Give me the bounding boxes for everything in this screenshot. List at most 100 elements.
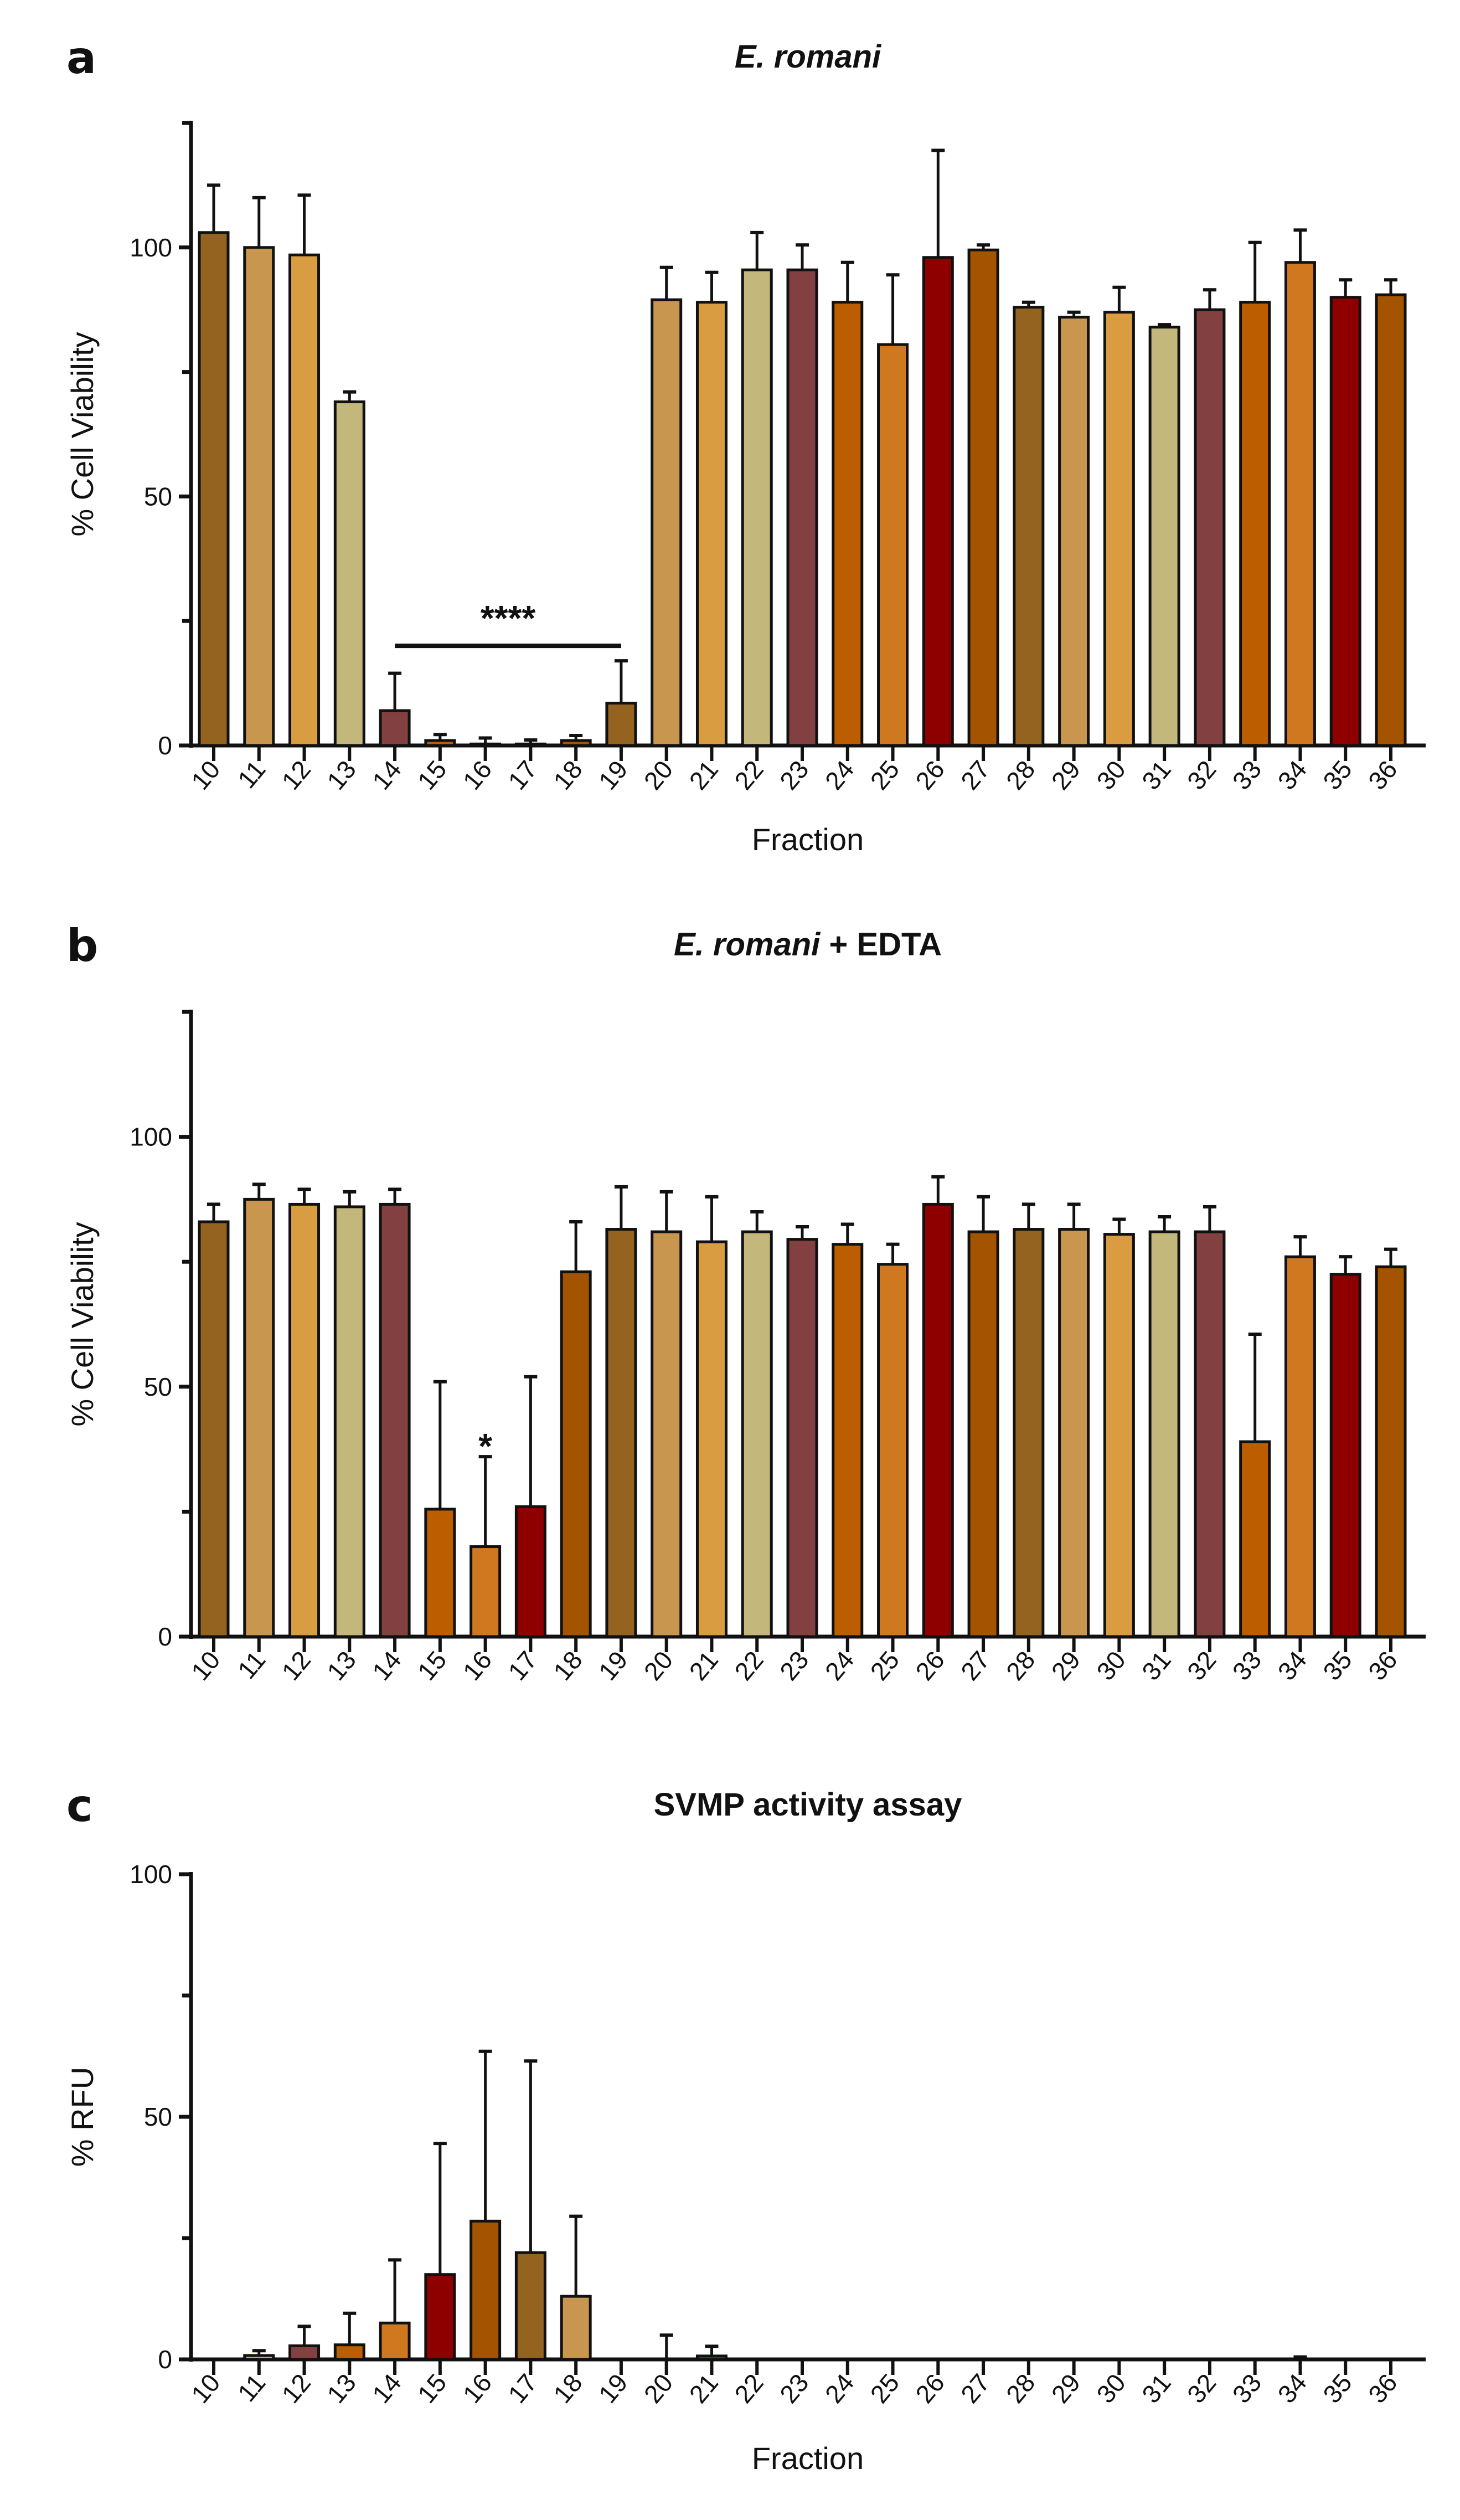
- x-tick-label: 18: [548, 755, 588, 795]
- bar-14: [379, 2321, 411, 2361]
- bar-31: [1148, 1230, 1180, 1638]
- x-tick-label: 10: [185, 755, 226, 795]
- x-tick-label: 11: [232, 1645, 271, 1684]
- x-tick-label: 14: [367, 2368, 407, 2409]
- bar-15: [424, 2273, 456, 2361]
- x-tick-label: 19: [593, 2368, 633, 2409]
- x-tick-label: 31: [1136, 2368, 1177, 2409]
- x-tick-label: 15: [412, 755, 452, 795]
- bar-18: [560, 2295, 592, 2361]
- bar-30: [1103, 311, 1135, 747]
- x-tick-label: 17: [502, 2368, 543, 2409]
- title-part: + EDTA: [820, 927, 942, 963]
- bar-17: [514, 1505, 546, 1638]
- bar-14: [379, 709, 411, 747]
- y-tick-label: 0: [158, 1622, 172, 1651]
- x-tick-label: 17: [502, 1645, 543, 1686]
- bar-21: [695, 2354, 728, 2361]
- x-tick-label: 24: [819, 755, 860, 795]
- x-tick-label: 34: [1272, 1645, 1312, 1686]
- x-tick-label: 13: [321, 2368, 362, 2409]
- panel-b: b E. romani + EDTA % Cell Viability 0 50 100 1…: [65, 920, 1426, 1686]
- bar-11: [243, 1197, 275, 1638]
- x-tick-label: 26: [910, 1645, 950, 1686]
- x-tick-label: 36: [1363, 755, 1403, 795]
- bar-29: [1058, 316, 1090, 747]
- bar-21: [695, 1240, 728, 1638]
- x-tick-label: 11: [232, 755, 271, 794]
- bar-34: [1284, 261, 1316, 747]
- bar-30: [1103, 1233, 1135, 1638]
- x-tick-label: 27: [955, 2368, 995, 2409]
- y-axis-label: % Cell Viability: [65, 1222, 100, 1426]
- bar-21: [695, 301, 728, 747]
- x-tick-label: 31: [1136, 755, 1177, 795]
- x-tick-label: 13: [321, 755, 362, 795]
- x-tick-label: 22: [729, 1645, 769, 1686]
- bar-13: [333, 1205, 365, 1638]
- title-part: SVMP activity assay: [654, 1787, 962, 1823]
- x-tick-label: 16: [457, 2368, 498, 2409]
- x-tick-label: 30: [1091, 2368, 1131, 2409]
- bar-31: [1148, 326, 1180, 747]
- x-tick-label: 29: [1046, 2368, 1086, 2409]
- x-tick-label: 19: [593, 755, 633, 795]
- x-tick-label: 22: [729, 2368, 769, 2409]
- x-tick-label: 23: [774, 2368, 814, 2409]
- bar-32: [1194, 1230, 1226, 1638]
- x-tick-label: 18: [548, 2368, 588, 2409]
- bar-20: [651, 298, 683, 747]
- x-tick-label: 14: [367, 755, 407, 795]
- bar-32: [1194, 308, 1226, 747]
- bar-18: [560, 1270, 592, 1638]
- x-tick-label: 32: [1182, 755, 1222, 795]
- x-tick-label: 15: [412, 2368, 452, 2409]
- x-axis-label: Fraction: [752, 822, 864, 857]
- bar-15: [424, 1508, 456, 1638]
- title-part: E. romani: [735, 39, 882, 75]
- x-tick-label: 35: [1317, 2368, 1358, 2409]
- y-tick-label: 50: [144, 1372, 172, 1401]
- x-tick-label: 20: [638, 1645, 679, 1686]
- bar-22: [741, 268, 773, 747]
- bar-29: [1058, 1228, 1090, 1638]
- y-tick-label: 0: [158, 2345, 172, 2374]
- panel-label: b: [66, 920, 98, 971]
- bar-16: [470, 742, 502, 747]
- bar-16: [470, 1545, 502, 1638]
- bar-22: [741, 1230, 773, 1638]
- x-tick-label: 36: [1363, 2368, 1403, 2409]
- bar-12: [288, 1202, 321, 1638]
- bar-24: [832, 1243, 864, 1638]
- bar-13: [333, 2343, 365, 2361]
- x-tick-label: 16: [457, 755, 498, 795]
- x-tick-label: 22: [729, 755, 769, 795]
- bar-27: [967, 1230, 999, 1638]
- x-tick-label: 27: [955, 1645, 995, 1686]
- bar-17: [514, 2251, 546, 2361]
- bar-33: [1239, 301, 1271, 747]
- y-tick-label: 50: [144, 2102, 172, 2131]
- bar-16: [470, 2219, 502, 2361]
- x-tick-label: 24: [819, 1645, 860, 1686]
- x-tick-label: 25: [864, 2368, 905, 2409]
- bar-23: [786, 268, 818, 747]
- x-tick-label: 35: [1317, 755, 1358, 795]
- x-tick-label: 20: [638, 2368, 679, 2409]
- bar-10: [198, 1220, 230, 1638]
- y-tick-label: 100: [130, 1860, 172, 1889]
- x-tick-label: 33: [1227, 755, 1267, 795]
- y-axis-label: % Cell Viability: [65, 332, 100, 536]
- y-tick-label: 100: [130, 1123, 172, 1151]
- x-tick-label: 16: [457, 1645, 498, 1686]
- bar-11: [243, 246, 275, 747]
- x-tick-label: 33: [1227, 2368, 1267, 2409]
- x-tick-label: 10: [185, 2368, 226, 2409]
- x-tick-label: 12: [276, 1645, 316, 1686]
- x-tick-label: 34: [1272, 755, 1312, 795]
- x-tick-label: 27: [955, 755, 995, 795]
- bar-33: [1239, 1440, 1271, 1638]
- panel-a: a E. romani % Cell Viability 0 50 100 10 11 12 13…: [65, 32, 1426, 857]
- y-tick-label: 50: [144, 482, 172, 511]
- x-tick-label: 11: [232, 2368, 271, 2407]
